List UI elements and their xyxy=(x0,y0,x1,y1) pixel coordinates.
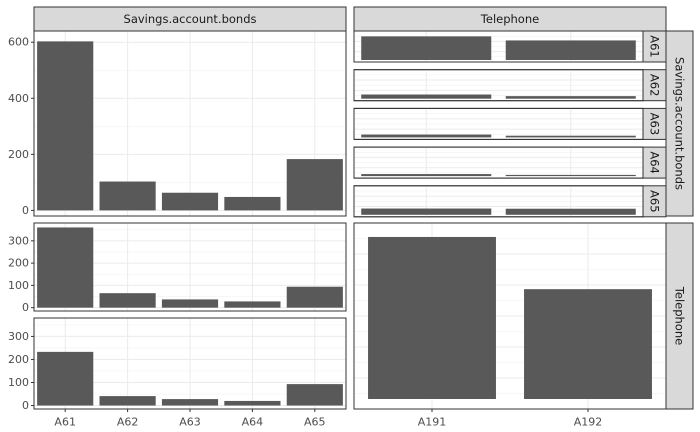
savings-row2-x-tick-label-A61: A61 xyxy=(54,416,76,429)
savings-row2-y-tick-label: 300 xyxy=(8,330,29,343)
strip-right-A65-label: A65 xyxy=(648,190,662,213)
savings-count-bar-A63 xyxy=(161,192,219,211)
telephone-count-x-tick-label-A192: A192 xyxy=(574,416,603,429)
telephone-count-bar-A191 xyxy=(368,236,496,399)
savings-count-y-tick-label: 200 xyxy=(8,148,29,161)
strip-right-savings xyxy=(665,30,694,217)
savings-row2-bar-A65 xyxy=(286,384,343,406)
savings-row1-y-tick-label: 200 xyxy=(8,257,29,270)
strip-top-right xyxy=(353,6,667,32)
savings-row1-bar-A64 xyxy=(224,301,281,308)
savings-count-bar-A65 xyxy=(286,159,343,211)
savings-row2-y-tick-label: 0 xyxy=(22,399,29,412)
savings-row1-bar-A65 xyxy=(286,286,343,308)
strip-top-left-label: Savings.account.bonds xyxy=(124,12,257,26)
savings-row2-x-tick-label-A63: A63 xyxy=(179,416,201,429)
savings-row2-x-tick-label-A65: A65 xyxy=(304,416,326,429)
telephone-count-x-tick-label-A191: A191 xyxy=(418,416,447,429)
strip-right-A61-label: A61 xyxy=(648,35,662,58)
telephone-A62-bar-A192 xyxy=(505,96,636,99)
telephone-A61-bar-A191 xyxy=(361,36,492,60)
savings-row2-x-tick-label-A64: A64 xyxy=(242,416,264,429)
savings-row2-bar-A63 xyxy=(161,399,219,406)
telephone-A64-bar-A191 xyxy=(361,174,492,177)
strip-right-A63-label: A63 xyxy=(648,113,662,136)
savings-row2-y-tick-label: 200 xyxy=(8,353,29,366)
savings-row1-bar-A63 xyxy=(161,299,219,308)
strip-top-left xyxy=(33,6,347,32)
strip-right-A62-label: A62 xyxy=(648,74,662,97)
savings-count-border xyxy=(33,30,347,217)
telephone-A61-bar-A192 xyxy=(505,40,636,60)
savings-row1-y-tick-label: 100 xyxy=(8,279,29,292)
savings-count-bar-A61 xyxy=(37,41,94,211)
telephone-A63-bar-A191 xyxy=(361,134,492,138)
savings-count-y-tick-label: 0 xyxy=(22,204,29,217)
savings-row1-bar-A61 xyxy=(37,227,94,308)
savings-count-bar-A64 xyxy=(224,196,281,211)
savings-count-y-tick-label: 600 xyxy=(8,36,29,49)
strip-right-A64-label: A64 xyxy=(648,151,662,174)
savings-row1-y-tick-label: 300 xyxy=(8,234,29,247)
strip-right-telephone xyxy=(665,222,694,410)
savings-row1-bar-A62 xyxy=(99,293,156,308)
strip-top-right-label: Telephone xyxy=(480,12,539,26)
strip-right-telephone-label: Telephone xyxy=(673,286,687,345)
telephone-A63-bar-A192 xyxy=(505,135,636,138)
savings-row1-border xyxy=(33,222,347,312)
savings-row2-bar-A61 xyxy=(37,351,94,406)
savings-row2-x-tick-label-A62: A62 xyxy=(117,416,139,429)
telephone-A64-bar-A192 xyxy=(505,174,636,177)
savings-count-y-tick-label: 400 xyxy=(8,92,29,105)
strip-right-savings-label: Savings.account.bonds xyxy=(673,57,687,190)
telephone-A62-bar-A191 xyxy=(361,94,492,99)
savings-row2-bar-A62 xyxy=(99,396,156,406)
telephone-A65-bar-A191 xyxy=(361,208,492,215)
savings-row2-bar-A64 xyxy=(224,400,281,406)
savings-count-bar-A62 xyxy=(99,181,156,211)
telephone-count-bar-A192 xyxy=(524,289,652,399)
savings-row2-y-tick-label: 100 xyxy=(8,376,29,389)
telephone-A65-bar-A192 xyxy=(505,208,636,215)
savings-row1-y-tick-label: 0 xyxy=(22,301,29,314)
